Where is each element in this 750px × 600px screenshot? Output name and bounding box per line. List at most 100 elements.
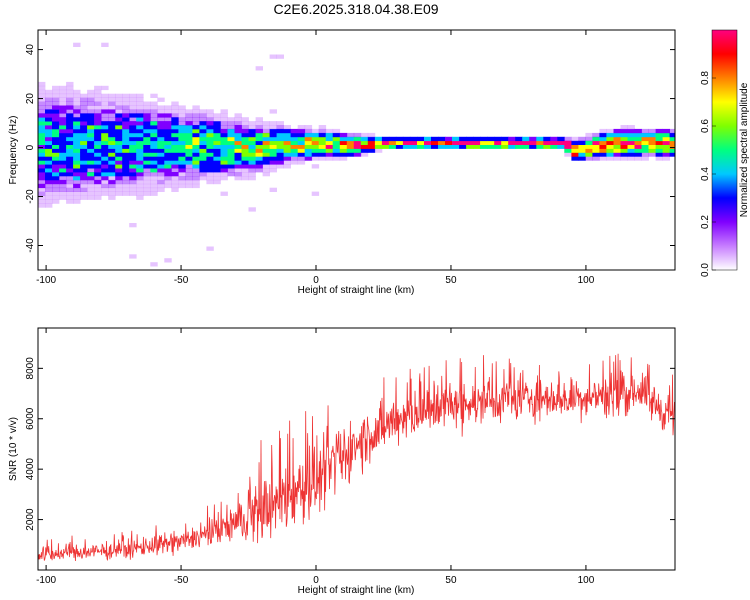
heatmap-cell xyxy=(241,172,249,177)
heatmap-cell xyxy=(255,160,263,165)
heatmap-cell xyxy=(199,140,207,145)
heatmap-cell xyxy=(45,191,53,196)
heatmap-cell xyxy=(136,128,144,134)
heatmap-cell xyxy=(66,101,74,106)
heatmap-cell xyxy=(129,121,137,126)
heatmap-cell xyxy=(129,97,137,102)
heatmap-cell xyxy=(613,148,621,153)
heatmap-cell xyxy=(87,93,95,98)
heatmap-cell xyxy=(122,128,130,134)
heatmap-cell xyxy=(178,113,186,118)
heatmap-cell xyxy=(318,136,327,142)
heatmap-cell xyxy=(164,121,172,126)
heatmap-cell xyxy=(276,152,284,157)
heatmap-cell xyxy=(115,140,123,145)
heatmap-cell xyxy=(480,144,488,149)
heatmap-cell xyxy=(38,117,46,122)
heatmap-cell xyxy=(122,152,130,157)
heatmap-cell xyxy=(627,152,635,157)
heatmap-cell xyxy=(80,97,88,102)
heatmap-cell xyxy=(234,113,242,118)
heatmap-cell xyxy=(332,152,341,157)
heatmap-cell xyxy=(59,128,67,134)
heatmap-cell xyxy=(199,160,207,165)
heatmap-cell xyxy=(115,93,123,98)
heatmap-cell xyxy=(262,128,270,134)
heatmap-cell xyxy=(66,109,74,114)
heatmap-cell xyxy=(290,128,298,134)
heatmap-cell xyxy=(94,183,102,189)
heatmap-cell xyxy=(241,168,249,173)
heatmap-cell xyxy=(108,148,116,153)
heatmap-cell xyxy=(150,144,158,149)
heatmap-cell xyxy=(627,132,635,138)
heatmap-cell xyxy=(227,140,235,145)
heatmap-cell xyxy=(304,144,313,149)
heatmap-cell xyxy=(311,144,320,149)
y-tick-label: -20 xyxy=(25,189,36,204)
heatmap-cell xyxy=(641,144,649,149)
chart-title: C2E6.2025.318.04.38.E09 xyxy=(273,1,439,17)
heatmap-cell xyxy=(185,117,193,122)
heatmap-cell xyxy=(80,109,88,114)
heatmap-cell xyxy=(101,148,109,153)
heatmap-cell xyxy=(311,156,320,161)
heatmap-cell xyxy=(641,152,649,157)
heatmap-cell xyxy=(220,164,228,169)
heatmap-cell xyxy=(304,136,313,142)
heatmap-cell xyxy=(241,140,249,145)
heatmap-cell xyxy=(185,140,193,145)
heatmap-cell xyxy=(115,128,123,134)
heatmap-cell xyxy=(290,152,298,157)
heatmap-cell xyxy=(431,140,439,145)
heatmap-cell xyxy=(192,109,200,114)
heatmap-cell xyxy=(115,97,123,102)
heatmap-cell xyxy=(73,199,81,204)
heatmap-cell xyxy=(452,136,460,142)
heatmap-cell xyxy=(52,117,60,122)
heatmap-cell xyxy=(108,183,116,189)
heatmap-cell xyxy=(634,152,642,157)
heatmap-cell xyxy=(192,156,200,161)
heatmap-cell xyxy=(164,132,172,138)
y-tick-label: 40 xyxy=(25,44,36,56)
heatmap-cell xyxy=(395,144,404,149)
heatmap-cell xyxy=(339,148,348,153)
heatmap-cell xyxy=(409,144,418,149)
heatmap-cell xyxy=(199,117,207,122)
heatmap-cell xyxy=(304,156,313,161)
heatmap-cell xyxy=(157,132,165,138)
heatmap-cell xyxy=(227,164,235,169)
heatmap-cell xyxy=(115,156,123,161)
heatmap-cell xyxy=(143,113,151,118)
heatmap-cell xyxy=(87,97,95,102)
heatmap-cell xyxy=(459,144,467,149)
heatmap-cell xyxy=(136,172,144,177)
heatmap-cell xyxy=(374,144,383,149)
heatmap-cell xyxy=(164,156,172,161)
heatmap-cell xyxy=(150,121,158,126)
heatmap-cell xyxy=(178,144,186,149)
heatmap-cell xyxy=(227,136,235,142)
heatmap-cell xyxy=(87,89,95,95)
heatmap-cell xyxy=(108,140,116,145)
heatmap-cell xyxy=(627,148,635,153)
heatmap-cell xyxy=(52,176,60,181)
heatmap-cell xyxy=(402,140,411,145)
heatmap-cell xyxy=(73,156,81,161)
heatmap-cell xyxy=(297,152,306,157)
heatmap-cell xyxy=(227,156,235,161)
heatmap-cell xyxy=(66,81,74,87)
heatmap-cell xyxy=(613,140,621,145)
heatmap-cell xyxy=(73,128,81,134)
heatmap-cell xyxy=(409,140,418,145)
heatmap-cell xyxy=(52,140,60,145)
heatmap-cell xyxy=(529,136,537,142)
heatmap-cell xyxy=(248,176,256,181)
heatmap-cell xyxy=(662,152,670,157)
heatmap-cell xyxy=(501,136,509,142)
heatmap-cell xyxy=(192,176,200,181)
heatmap-cell xyxy=(94,117,102,122)
heatmap-cell xyxy=(283,132,291,138)
